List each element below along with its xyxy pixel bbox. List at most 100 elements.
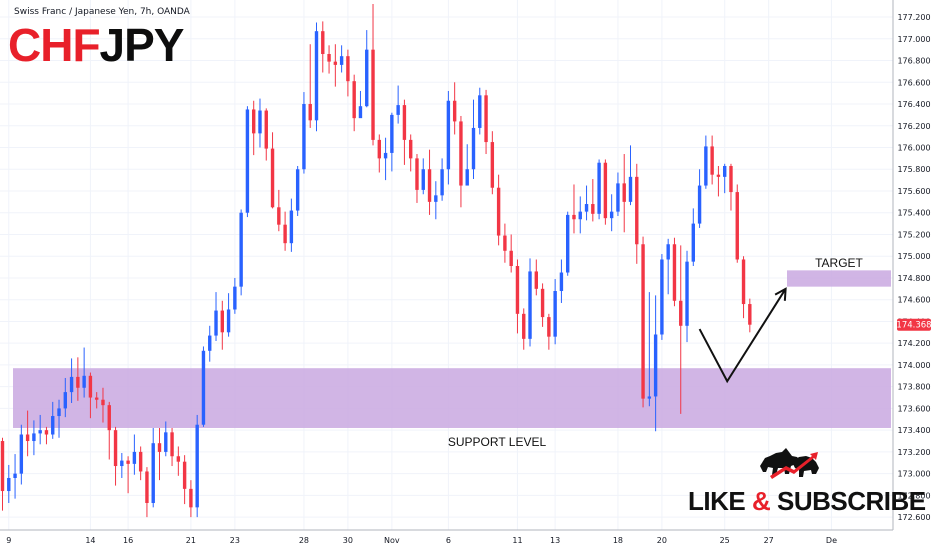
candle-body	[735, 192, 739, 260]
candle-body	[201, 350, 206, 425]
candle	[327, 45, 331, 74]
price-tag-bg	[897, 318, 931, 331]
candle	[471, 99, 476, 180]
candle	[208, 325, 212, 362]
candle	[220, 300, 224, 350]
candle	[496, 174, 501, 246]
bull-bear-icon	[760, 448, 819, 479]
symbol-base: CHF	[8, 19, 101, 71]
candle	[723, 163, 727, 194]
candle-body	[672, 244, 677, 301]
candle-body	[289, 210, 294, 244]
candle	[660, 254, 664, 340]
candle	[679, 245, 683, 414]
candle-body	[647, 396, 652, 399]
candle-body	[214, 310, 218, 336]
candle-body	[679, 300, 683, 326]
candle	[672, 237, 677, 307]
projection-line	[698, 288, 787, 384]
candle	[553, 279, 557, 345]
support-zone	[13, 368, 891, 428]
x-tick-label: 28	[299, 536, 309, 545]
y-tick-label: 175.800	[897, 165, 930, 174]
candle	[584, 185, 589, 221]
candle-body	[478, 95, 482, 128]
projection-arrowhead	[774, 287, 787, 301]
candle-body	[597, 162, 601, 214]
candle	[710, 135, 714, 185]
x-tick-label: 23	[230, 536, 240, 545]
candle-body	[145, 471, 149, 503]
candle-body	[44, 430, 49, 435]
candle	[666, 238, 670, 295]
candle	[126, 456, 130, 494]
candle-body	[101, 399, 105, 406]
candle-body	[509, 250, 513, 266]
candle-body	[252, 109, 256, 134]
candle	[434, 181, 438, 220]
y-tick-label: 176.000	[897, 144, 930, 153]
candle-body	[729, 165, 733, 193]
candle-body	[132, 451, 137, 464]
candle	[264, 108, 268, 161]
candle	[258, 98, 262, 148]
candle	[478, 87, 482, 135]
candle-body	[496, 187, 501, 236]
candle-body	[258, 110, 262, 134]
candle-body	[38, 430, 42, 434]
candle-body	[346, 56, 350, 82]
candle-body	[69, 376, 74, 393]
x-axis-ticks: 9 14 16 21 23 28 30 Nov 6 11 13 18 20 25 27 De	[6, 536, 837, 545]
candle-body	[327, 54, 331, 62]
candle-body	[371, 49, 375, 140]
candle	[396, 85, 400, 124]
candle	[371, 4, 375, 146]
candle-body	[566, 214, 570, 273]
x-tick-label: 13	[550, 536, 560, 545]
candle	[214, 292, 218, 342]
candle-body	[333, 61, 338, 65]
candle	[365, 30, 369, 108]
candle	[151, 427, 155, 508]
candle-body	[609, 211, 614, 219]
candle-body	[19, 434, 24, 474]
y-tick-label: 174.200	[897, 339, 930, 348]
candle	[547, 313, 551, 350]
candle-body	[622, 183, 626, 202]
candle-body	[182, 461, 187, 489]
candle	[691, 208, 695, 266]
candle-body	[434, 195, 438, 202]
candle	[440, 158, 444, 201]
candle	[484, 89, 488, 155]
candle	[377, 134, 381, 173]
candle-body	[302, 104, 306, 170]
x-tick-label: 21	[186, 536, 196, 545]
candle-body	[63, 392, 67, 409]
candle-body	[25, 434, 30, 442]
candle	[647, 292, 652, 407]
candle-body	[226, 309, 231, 333]
candle	[716, 165, 721, 197]
y-tick-label: 173.800	[897, 383, 930, 392]
candle-body	[107, 405, 111, 431]
candle	[7, 464, 11, 503]
candle	[465, 144, 469, 186]
candle-body	[490, 142, 495, 188]
candle	[164, 421, 168, 457]
candle-body	[270, 148, 275, 208]
candle	[578, 196, 582, 234]
candle	[534, 259, 538, 296]
candle-body	[82, 375, 86, 388]
candle	[145, 467, 149, 518]
candle	[339, 45, 344, 73]
candle	[522, 308, 526, 350]
candle-body	[465, 169, 469, 186]
candle-body	[741, 259, 746, 305]
candle	[446, 90, 451, 185]
candle	[0, 437, 5, 511]
candle-body	[471, 127, 476, 170]
candle-body	[120, 460, 124, 467]
candle-body	[245, 109, 250, 213]
candle	[226, 293, 231, 337]
